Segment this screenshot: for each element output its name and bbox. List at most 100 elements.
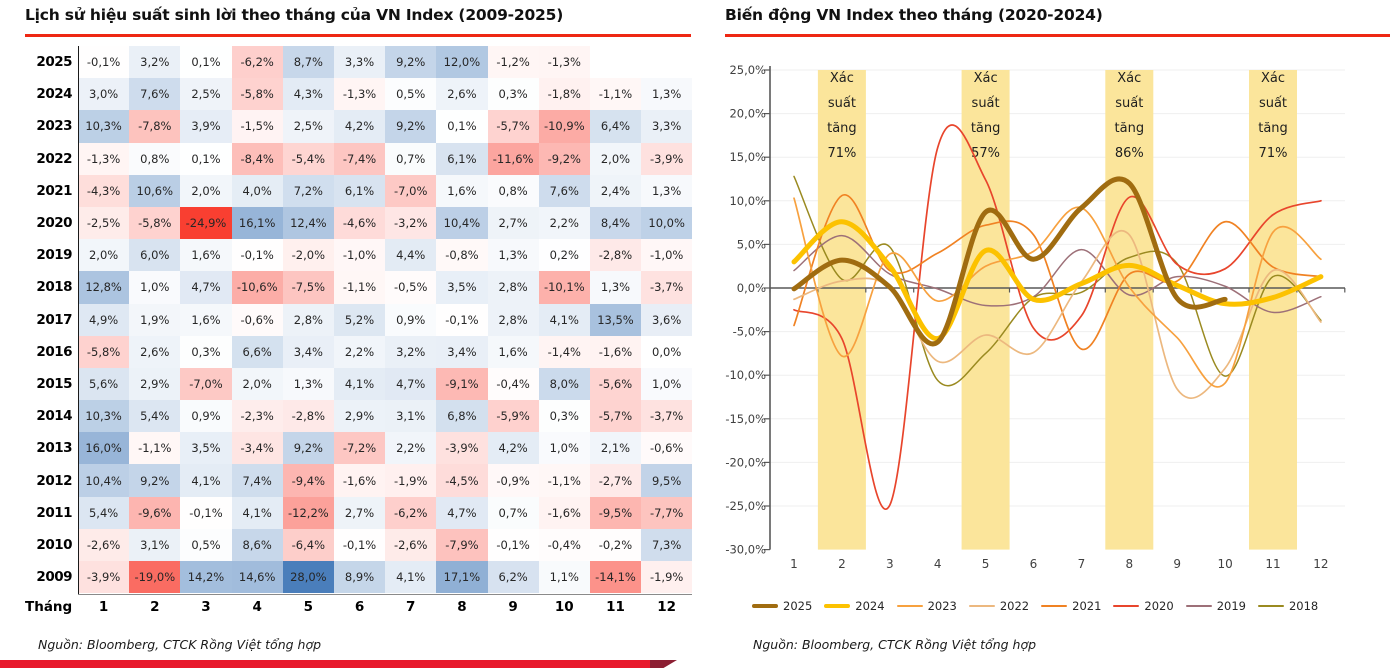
return-cell: 1,9%: [129, 303, 181, 336]
left-chart-title: Lịch sử hiệu suất sinh lời theo tháng củ…: [25, 6, 564, 24]
return-cell: 2,5%: [180, 78, 232, 111]
year-label: 2012: [36, 472, 72, 489]
return-cell: 0,9%: [385, 303, 437, 336]
return-cell: -3,9%: [436, 432, 488, 465]
probability-band-label: Xác suất tăng 86%: [1115, 71, 1145, 161]
return-cell: -19,0%: [129, 561, 181, 594]
return-cell: 9,2%: [385, 110, 437, 143]
legend-line-marker: [1113, 605, 1140, 607]
year-label: 2020: [36, 215, 72, 232]
return-cell: 0,9%: [180, 400, 232, 433]
series-line-2020: [793, 124, 1322, 510]
y-tick-label: 10,0%: [729, 194, 766, 208]
probability-band-label: Xác suất tăng 71%: [1258, 71, 1288, 161]
return-cell: -0,1%: [487, 528, 539, 561]
return-cell: 4,1%: [333, 367, 386, 401]
return-cell: -2,5%: [78, 206, 130, 240]
legend-label: 2021: [1072, 599, 1102, 613]
return-cell: -2,6%: [385, 528, 437, 561]
return-cell: -0,2%: [589, 528, 642, 561]
return-cell: 9,2%: [282, 432, 334, 465]
year-label: 2019: [36, 247, 72, 264]
month-header: 6: [354, 599, 365, 616]
return-cell: 2,6%: [129, 335, 181, 368]
return-cell: 4,7%: [385, 367, 437, 401]
return-cell: [590, 46, 641, 78]
right-source-note: Nguồn: Bloomberg, CTCK Rồng Việt tổng hợ…: [753, 637, 1037, 652]
return-cell: -3,4%: [231, 432, 283, 465]
return-cell: -5,8%: [231, 78, 283, 111]
return-cell: -1,9%: [385, 464, 437, 497]
return-cell: 1,0%: [641, 367, 693, 401]
return-cell: 9,2%: [129, 464, 181, 497]
return-cell: 6,8%: [436, 400, 488, 433]
return-cell: -3,7%: [641, 400, 693, 433]
return-cell: -1,1%: [333, 271, 386, 304]
legend-line-marker: [968, 605, 995, 607]
year-label: 2010: [36, 536, 72, 553]
return-cell: 0,1%: [180, 46, 232, 79]
return-cell: 2,9%: [129, 367, 181, 401]
return-cell: 9,2%: [385, 46, 437, 79]
line-chart: Xác suất tăng 71% Xác suất tăng 57% Xác suất tăng 8…: [725, 63, 1346, 571]
return-cell: 2,0%: [589, 142, 642, 175]
monthly-returns-heatmap: 2025 -0,1% 3,2% 0,1% -6,2% 8,7% 3,3% 9,2% 12,0% -…: [25, 46, 693, 621]
return-cell: 8,4%: [589, 206, 642, 240]
return-cell: -1,6%: [538, 496, 590, 529]
return-cell: 1,6%: [436, 174, 488, 207]
series-line-2025: [791, 176, 1228, 347]
return-cell: 8,7%: [282, 46, 334, 79]
return-cell: 5,4%: [129, 400, 181, 433]
return-cell: -1,8%: [538, 78, 590, 111]
return-cell: 4,1%: [231, 496, 283, 529]
return-cell: 28,0%: [282, 561, 334, 594]
return-cell: 14,6%: [231, 561, 283, 594]
year-label: 2013: [36, 440, 72, 457]
return-cell: -3,9%: [641, 142, 693, 175]
return-cell: 4,2%: [333, 110, 386, 143]
return-cell: -4,6%: [333, 206, 386, 240]
return-cell: 4,7%: [180, 271, 232, 304]
return-cell: -1,3%: [538, 46, 590, 79]
bottom-red-banner-tip: [650, 660, 677, 668]
return-cell: -0,1%: [436, 303, 488, 336]
return-cell: -7,8%: [129, 110, 181, 143]
return-cell: 3,2%: [385, 335, 437, 368]
return-cell: -7,9%: [436, 528, 488, 561]
month-header: 4: [252, 599, 262, 616]
return-cell: 4,1%: [180, 464, 232, 497]
return-cell: 6,0%: [129, 239, 181, 272]
return-cell: 7,6%: [538, 174, 590, 207]
return-cell: -1,4%: [538, 335, 590, 368]
return-cell: 10,3%: [78, 110, 130, 143]
return-cell: -2,3%: [231, 400, 283, 433]
return-cell: 16,0%: [78, 432, 130, 465]
return-cell: -0,1%: [78, 46, 130, 79]
return-cell: 1,0%: [129, 271, 181, 304]
return-cell: -9,4%: [282, 464, 334, 497]
return-cell: -3,2%: [385, 206, 437, 240]
return-cell: 2,8%: [487, 303, 539, 336]
return-cell: 12,4%: [282, 206, 334, 240]
month-axis-label: Tháng: [25, 599, 73, 616]
year-label: 2015: [36, 375, 72, 392]
y-tick-label: -5,0%: [733, 325, 766, 339]
return-cell: 3,1%: [129, 528, 181, 561]
y-tick-label: -10,0%: [725, 368, 766, 382]
return-cell: -3,7%: [641, 271, 693, 304]
return-cell: 0,7%: [487, 496, 539, 529]
probability-band: [1105, 70, 1154, 550]
return-cell: -14,1%: [589, 561, 642, 594]
return-cell: -9,2%: [538, 142, 590, 175]
x-tick-label: 2: [838, 557, 846, 571]
year-label: 2014: [36, 408, 72, 425]
return-cell: 7,2%: [282, 174, 334, 207]
return-cell: -0,4%: [538, 528, 590, 561]
return-cell: -1,1%: [538, 464, 590, 497]
return-cell: -3,9%: [78, 561, 130, 594]
legend-item-2025: 2025: [752, 599, 812, 613]
return-cell: 0,7%: [385, 142, 437, 175]
legend-line-marker: [896, 605, 923, 607]
return-cell: 8,0%: [538, 367, 590, 401]
return-cell: -5,6%: [589, 367, 642, 401]
